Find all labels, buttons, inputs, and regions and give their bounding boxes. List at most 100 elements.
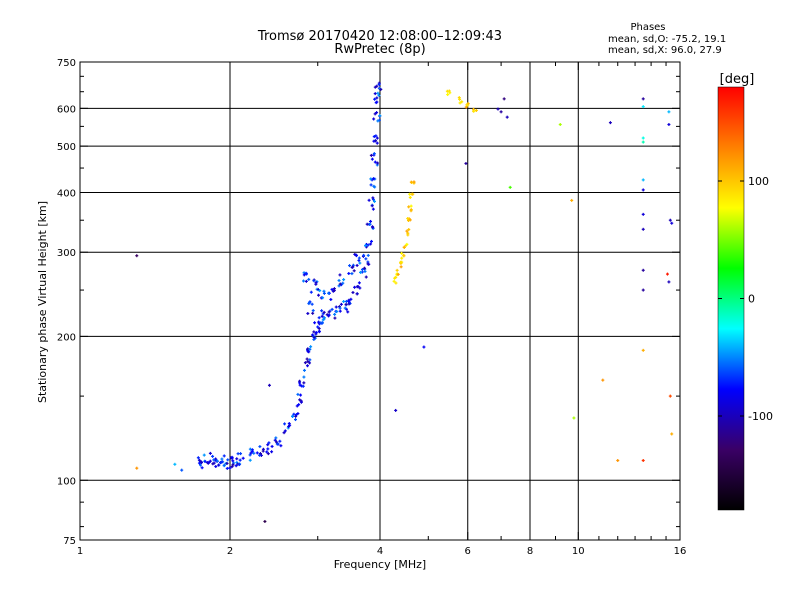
o-trace-point: [203, 460, 207, 464]
o-trace-point: [291, 414, 295, 418]
scatter-point: [608, 121, 612, 125]
x-trace-point: [395, 268, 399, 272]
o-trace-point: [270, 450, 274, 454]
o-trace-point: [212, 458, 216, 462]
o-trace-point: [258, 453, 262, 457]
o-trace-point: [375, 111, 379, 115]
o-trace-point: [322, 310, 326, 314]
o-trace-point: [377, 93, 381, 97]
o-trace-point: [217, 463, 221, 467]
x-trace-point: [399, 265, 403, 269]
o-trace-point: [283, 429, 287, 433]
o-trace-point: [235, 457, 239, 461]
o-trace-point: [219, 460, 223, 464]
o-trace-point: [258, 452, 262, 456]
x-trace-point: [408, 195, 412, 199]
scatter-point: [641, 268, 645, 272]
o-trace-point: [266, 443, 270, 447]
x-trace-point: [410, 192, 414, 196]
x-trace-point: [446, 93, 450, 97]
scatter-point: [173, 462, 177, 466]
o-trace-point: [347, 272, 351, 276]
scatter-point: [263, 519, 267, 523]
x-trace-point: [402, 245, 406, 249]
scatter-point: [572, 416, 576, 420]
o-trace-point: [342, 300, 346, 304]
o-trace-point: [344, 302, 348, 306]
scatter-point: [641, 212, 645, 216]
o-trace-point: [287, 424, 291, 428]
o-trace-point: [308, 358, 312, 362]
scatter-point: [499, 110, 503, 114]
x-trace-point: [402, 254, 406, 258]
o-trace-point: [362, 253, 366, 257]
x-trace-point: [405, 242, 409, 246]
o-trace-point: [241, 456, 245, 460]
o-trace-point: [346, 310, 350, 314]
x-trace-point: [409, 209, 413, 213]
o-trace-point: [274, 440, 278, 444]
o-trace-point: [339, 302, 343, 306]
colorbar-ticks: 100 0 -100: [718, 175, 773, 423]
colorbar-tick-label: -100: [748, 410, 773, 423]
o-trace-point: [356, 284, 360, 288]
x-tick-label: 4: [377, 546, 383, 557]
o-trace-point: [226, 458, 230, 462]
o-trace-point: [370, 204, 374, 208]
o-trace-point: [299, 393, 303, 397]
o-trace-point: [379, 87, 383, 91]
o-trace-point: [371, 207, 375, 211]
o-trace-point: [333, 316, 337, 320]
o-trace-point: [265, 450, 269, 454]
o-trace-point: [211, 454, 215, 458]
o-trace-point: [308, 347, 312, 351]
o-trace-point: [298, 398, 302, 402]
o-trace-point: [305, 272, 309, 276]
chart-subtitle: RwPretec (8p): [334, 42, 425, 57]
o-trace-point: [294, 414, 298, 418]
o-trace-point: [371, 225, 375, 229]
o-trace-point: [278, 439, 282, 443]
y-tick-label: 750: [57, 58, 76, 69]
scatter-point: [570, 198, 574, 202]
o-trace-point: [372, 117, 376, 121]
scatter-point: [601, 378, 605, 382]
o-trace-point: [317, 293, 321, 297]
o-trace-point: [365, 222, 369, 226]
scatter-point: [496, 107, 500, 111]
o-trace-point: [316, 325, 320, 329]
o-trace-point: [376, 91, 380, 95]
o-trace-point: [371, 196, 375, 200]
o-trace-point: [197, 458, 201, 462]
o-trace-point: [342, 278, 346, 282]
o-trace-point: [374, 134, 378, 138]
o-trace-point: [349, 297, 353, 301]
o-trace-point: [267, 441, 271, 445]
x-trace-point: [396, 272, 400, 276]
o-trace-point: [372, 152, 376, 156]
x-trace-point: [457, 96, 461, 100]
x-trace-point: [409, 204, 413, 208]
scatter-point: [641, 348, 645, 352]
o-trace-point: [306, 311, 310, 315]
x-tick-label: 16: [674, 546, 687, 557]
o-trace-point: [338, 309, 342, 313]
o-trace-point: [358, 261, 362, 265]
o-trace-point: [248, 458, 252, 462]
o-trace-point: [311, 333, 315, 337]
o-trace-point: [370, 157, 374, 161]
o-trace-point: [372, 135, 376, 139]
y-axis-label: Stationary phase Virtual Height [km]: [36, 201, 49, 403]
o-trace-point: [222, 454, 226, 458]
o-trace-point: [302, 381, 306, 385]
o-trace-point: [332, 289, 336, 293]
o-trace-point: [298, 379, 302, 383]
o-trace-point: [231, 459, 235, 463]
o-trace-point: [225, 466, 229, 470]
o-trace-point: [303, 361, 307, 365]
x-trace-point: [406, 233, 410, 237]
o-trace-point: [314, 282, 318, 286]
o-trace-point: [376, 161, 380, 165]
o-trace-point: [214, 465, 218, 469]
o-trace-point: [362, 266, 366, 270]
